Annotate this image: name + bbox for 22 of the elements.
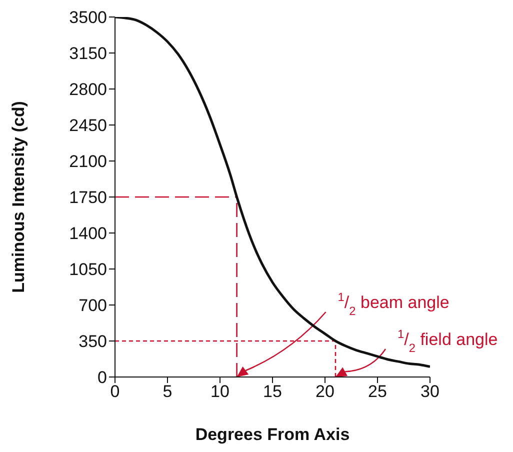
annotation: $^{1}$/$_{2}$ field angle <box>398 327 498 355</box>
x-tick-label: 30 <box>420 382 440 402</box>
y-tick-label: 0 <box>98 368 107 388</box>
y-tick-label: 2100 <box>69 152 107 172</box>
x-tick-label: 0 <box>110 382 120 402</box>
x-tick-label: 20 <box>316 382 334 402</box>
y-tick-label: 2450 <box>69 116 107 136</box>
y-tick-label: 700 <box>78 296 107 316</box>
y-tick-label: 3500 <box>69 8 107 28</box>
y-tick-label: 2800 <box>69 80 107 100</box>
y-tick-label: 1750 <box>69 188 107 208</box>
x-tick-label: 10 <box>210 382 230 402</box>
x-tick-label: 25 <box>368 382 387 402</box>
x-axis-title: Degrees From Axis <box>195 425 350 444</box>
y-tick-label: 1400 <box>69 224 107 244</box>
y-tick-label: 350 <box>78 332 107 352</box>
annotation: $^{1}$/$_{2}$ beam angle <box>338 290 450 318</box>
x-tick-label: 15 <box>263 382 282 402</box>
y-tick-label: 1050 <box>69 260 107 280</box>
y-tick-label: 3150 <box>69 44 107 64</box>
x-tick-label: 5 <box>162 382 172 402</box>
y-axis-title: Luminous Intensity (cd) <box>9 101 28 293</box>
